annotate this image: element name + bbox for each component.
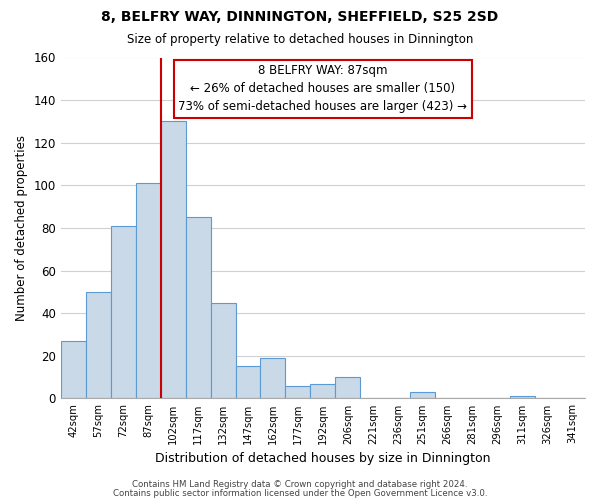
Bar xyxy=(111,226,136,398)
Bar xyxy=(510,396,535,398)
Text: Size of property relative to detached houses in Dinnington: Size of property relative to detached ho… xyxy=(127,32,473,46)
Bar xyxy=(61,341,86,398)
Y-axis label: Number of detached properties: Number of detached properties xyxy=(15,135,28,321)
Text: 8, BELFRY WAY, DINNINGTON, SHEFFIELD, S25 2SD: 8, BELFRY WAY, DINNINGTON, SHEFFIELD, S2… xyxy=(101,10,499,24)
Bar xyxy=(236,366,260,398)
Bar xyxy=(286,386,310,398)
Bar xyxy=(86,292,111,399)
Text: Contains public sector information licensed under the Open Government Licence v3: Contains public sector information licen… xyxy=(113,488,487,498)
Text: Contains HM Land Registry data © Crown copyright and database right 2024.: Contains HM Land Registry data © Crown c… xyxy=(132,480,468,489)
Bar xyxy=(211,302,236,398)
Bar xyxy=(161,122,185,398)
Bar xyxy=(410,392,435,398)
Bar xyxy=(310,384,335,398)
Bar xyxy=(185,218,211,398)
Bar xyxy=(136,183,161,398)
Text: 8 BELFRY WAY: 87sqm
← 26% of detached houses are smaller (150)
73% of semi-detac: 8 BELFRY WAY: 87sqm ← 26% of detached ho… xyxy=(178,64,467,114)
Bar xyxy=(260,358,286,399)
Bar xyxy=(335,377,361,398)
X-axis label: Distribution of detached houses by size in Dinnington: Distribution of detached houses by size … xyxy=(155,452,491,465)
